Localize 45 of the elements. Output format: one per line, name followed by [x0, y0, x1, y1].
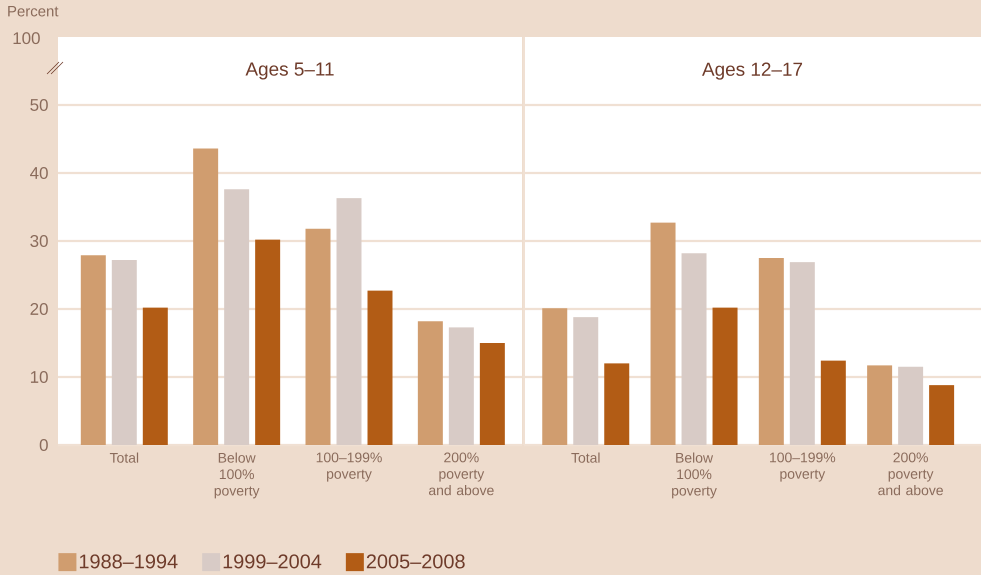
bar	[758, 258, 784, 445]
bar	[898, 366, 924, 445]
y-tick-label: 20	[30, 302, 48, 315]
text: 100	[14, 32, 40, 44]
text: Ages 5–11	[245, 62, 334, 80]
bar	[790, 262, 815, 445]
x-tick-label: 100–199% poverty	[770, 452, 836, 482]
x-tick-label: 200% poverty and above	[428, 452, 494, 496]
y-tick-label: 10	[30, 370, 48, 383]
bar	[573, 317, 598, 445]
bar	[542, 308, 568, 445]
x-tick-label: Below 100% poverty	[214, 452, 260, 498]
bar	[255, 240, 280, 445]
bar	[448, 327, 474, 445]
bar	[80, 255, 106, 445]
bar	[650, 222, 676, 445]
bar	[820, 360, 846, 445]
bar	[336, 198, 362, 445]
bar	[112, 260, 137, 445]
legend-label: 2005–2008	[366, 554, 465, 568]
bar	[712, 308, 738, 445]
text: Ages 12–17	[702, 62, 802, 80]
y-tick-label: 0	[40, 438, 48, 451]
x-tick-label: 200% poverty and above	[878, 452, 943, 496]
bar	[418, 321, 443, 445]
bar	[193, 148, 218, 445]
x-tick-label: Total	[571, 452, 600, 463]
bar	[224, 189, 250, 445]
bar	[142, 308, 168, 445]
bar	[682, 253, 707, 445]
y-tick-label: 30	[30, 234, 48, 247]
bar	[867, 365, 892, 445]
bar	[480, 342, 505, 445]
x-tick-label: 100–199% poverty	[316, 452, 382, 482]
y-tick-label: 50	[30, 98, 48, 111]
y-tick-label: 40	[30, 166, 48, 179]
bar	[306, 228, 330, 445]
legend-label: 1999–2004	[224, 554, 322, 568]
bar	[604, 363, 630, 445]
x-tick-label: Total	[110, 452, 138, 463]
x-tick-label: Below 100% poverty	[672, 452, 717, 498]
legend-label: 1988–1994	[80, 554, 178, 568]
bar	[368, 290, 392, 445]
bar	[929, 385, 954, 445]
y-axis-title: Percent	[8, 6, 58, 16]
